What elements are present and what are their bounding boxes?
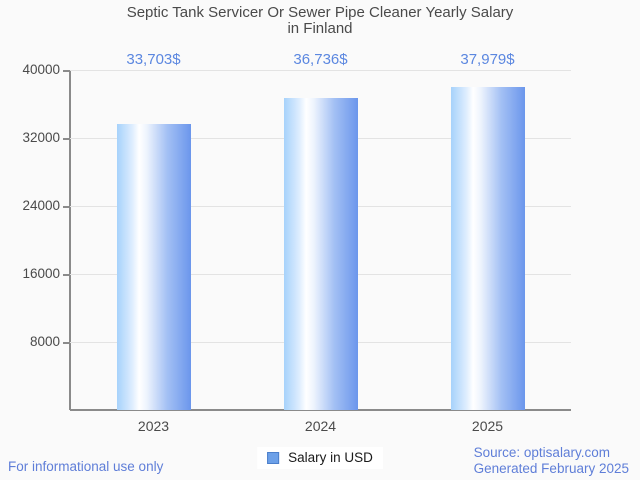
chart-title-line2: in Finland <box>287 19 353 37</box>
bar-value-label: 37,979$ <box>460 51 515 68</box>
y-axis-tick-label: 32000 <box>22 130 60 145</box>
y-axis-tick <box>63 342 70 344</box>
y-axis-tick <box>63 274 70 276</box>
x-axis-category-label: 2024 <box>304 418 337 434</box>
legend: Salary in USD <box>257 447 383 469</box>
source-attribution: Source: optisalary.com Generated Februar… <box>474 445 629 476</box>
plot-area: 40000 32000 24000 16000 8000 33,703$ 2023 36,73… <box>22 52 571 434</box>
legend-marker-icon <box>267 452 280 464</box>
y-axis-tick-label: 24000 <box>22 198 60 213</box>
y-axis-tick <box>63 206 70 208</box>
bar-value-label: 36,736$ <box>293 51 348 68</box>
legend-label: Salary in USD <box>288 450 373 465</box>
chart-title-line1: Septic Tank Servicer Or Sewer Pipe Clean… <box>126 4 514 21</box>
salary-bar <box>116 123 191 410</box>
salary-bar <box>283 97 358 410</box>
disclaimer-text: For informational use only <box>8 459 164 474</box>
y-axis-tick-label: 16000 <box>22 266 60 281</box>
y-axis-tick <box>63 70 70 72</box>
y-axis-tick <box>63 138 70 140</box>
source-line: Source: optisalary.com <box>473 445 610 460</box>
salary-bar <box>450 87 525 410</box>
y-axis-line <box>69 70 71 410</box>
x-axis-category-label: 2025 <box>471 418 504 434</box>
bar-value-label: 33,703$ <box>126 51 181 68</box>
generated-line: Generated February 2025 <box>473 460 629 476</box>
chart-title: Septic Tank Servicer Or Sewer Pipe Clean… <box>0 5 640 36</box>
y-axis-tick-label: 40000 <box>22 62 60 77</box>
x-axis-category-label: 2023 <box>137 418 170 434</box>
gridline <box>70 70 571 71</box>
x-axis-line <box>70 409 571 411</box>
y-axis-tick-label: 8000 <box>29 334 60 349</box>
